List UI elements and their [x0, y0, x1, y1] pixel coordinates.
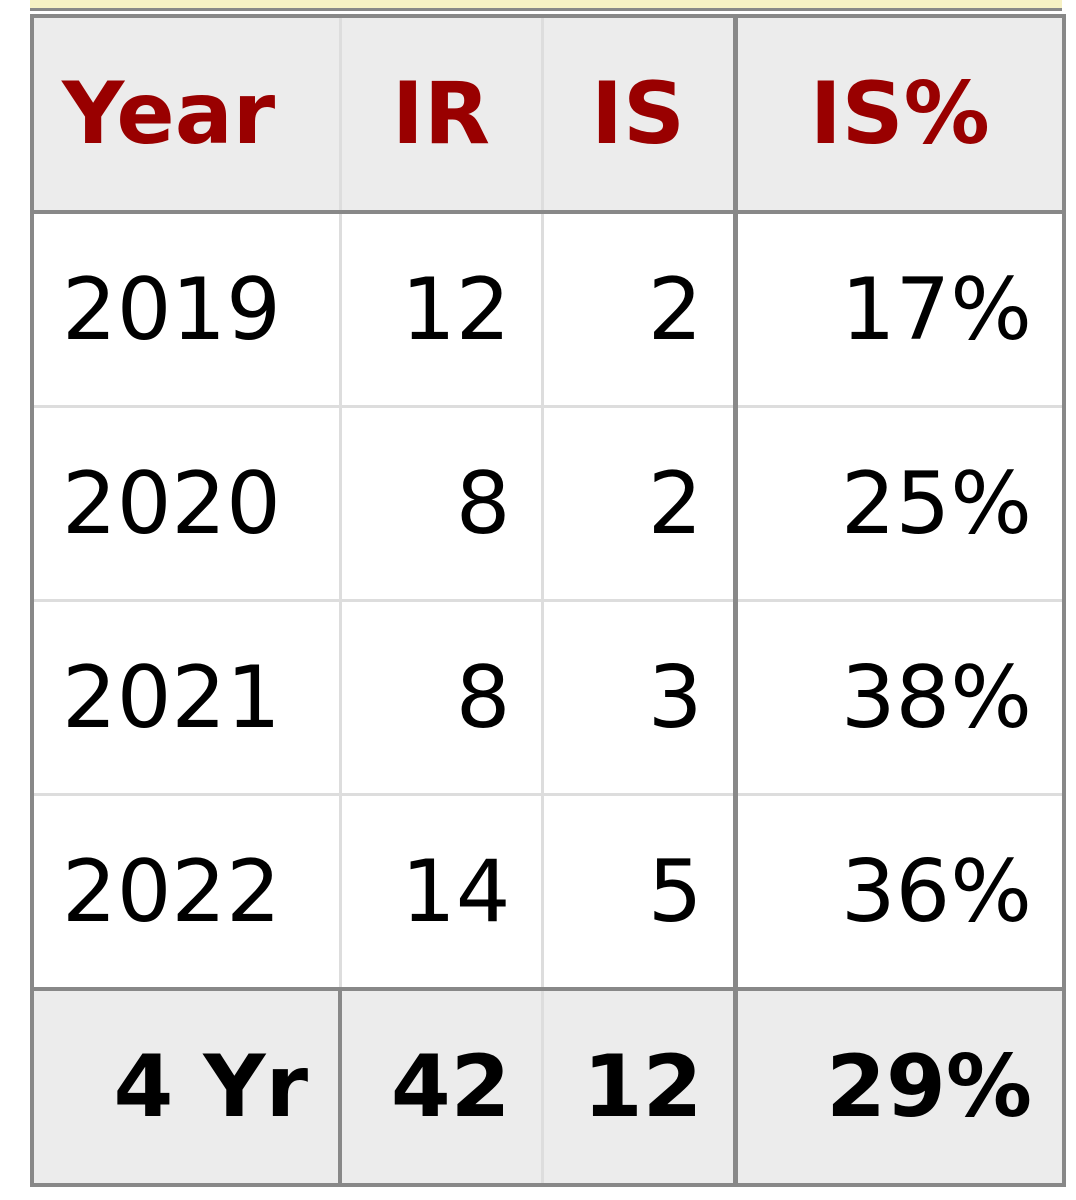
stats-table: Year IR IS IS% 2019 12 2 17% 2020 8 2 25% 2021 8 3 38%… — [30, 14, 1066, 1187]
table-cell: 25% — [733, 405, 1066, 602]
table-row: 2022 14 5 36% — [30, 793, 1066, 991]
table-cell: 14 — [338, 793, 544, 991]
table-cell: 38% — [733, 599, 1066, 796]
footer-row: 4 Yr 42 12 29% — [30, 987, 1066, 1187]
table-cell: 12 — [338, 210, 544, 408]
table-cell: 8 — [338, 599, 544, 796]
table-cell: 2 — [540, 405, 738, 602]
toolbar-strip — [30, 0, 1062, 11]
table-row: 2021 8 3 38% — [30, 599, 1066, 796]
column-header: IR — [338, 14, 544, 214]
table-cell: 2019 — [30, 210, 342, 408]
total-cell: 12 — [540, 987, 738, 1187]
table-cell: 5 — [540, 793, 738, 991]
table-cell: 17% — [733, 210, 1066, 408]
total-cell: 42 — [338, 987, 544, 1187]
table-cell: 2 — [540, 210, 738, 408]
table-cell: 2022 — [30, 793, 342, 991]
table-cell: 3 — [540, 599, 738, 796]
table-row: 2019 12 2 17% — [30, 210, 1066, 408]
table-body: 2019 12 2 17% 2020 8 2 25% 2021 8 3 38% 2022 14 5 36% — [30, 210, 1066, 991]
table-cell: 2020 — [30, 405, 342, 602]
total-cell: 29% — [733, 987, 1066, 1187]
column-header: Year — [30, 14, 342, 214]
column-header: IS% — [733, 14, 1066, 214]
header-row: Year IR IS IS% — [30, 14, 1066, 214]
table-cell: 8 — [338, 405, 544, 602]
table-row: 2020 8 2 25% — [30, 405, 1066, 602]
column-header: IS — [540, 14, 738, 214]
table-cell: 36% — [733, 793, 1066, 991]
total-cell: 4 Yr — [30, 987, 342, 1187]
table-cell: 2021 — [30, 599, 342, 796]
